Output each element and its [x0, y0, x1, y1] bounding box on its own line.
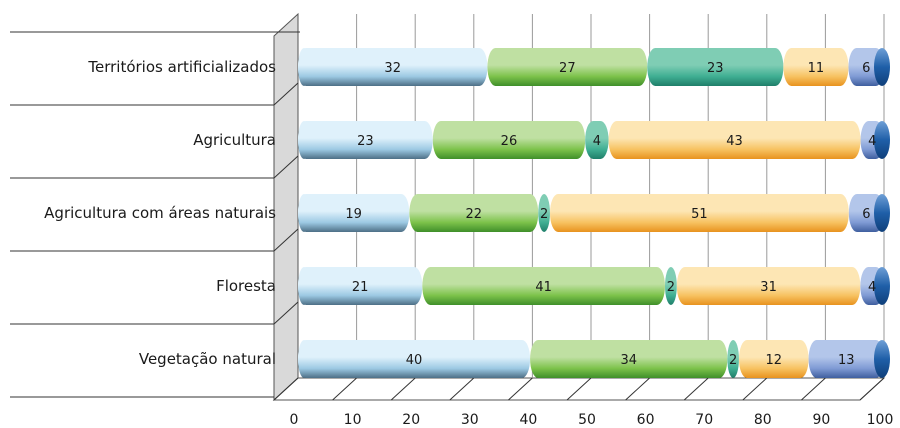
bar-start-cap: [298, 121, 310, 159]
x-tick-label: 80: [754, 412, 772, 428]
bar-segment: [664, 267, 677, 305]
bar-segment: [783, 48, 849, 86]
floor-gridline: [273, 377, 299, 401]
bar-segment: [549, 194, 849, 232]
data-label: 19: [345, 207, 362, 222]
bar-segment: [298, 194, 410, 232]
floor-gridline: [449, 377, 475, 401]
data-label: 13: [838, 353, 855, 368]
floor-gridline: [390, 377, 416, 401]
data-label: 4: [868, 134, 876, 149]
bar-segment: [432, 121, 586, 159]
x-tick-label: 0: [290, 412, 299, 428]
data-label: 2: [667, 280, 675, 295]
bar-end-cap: [874, 267, 890, 305]
category-labels: Territórios artificializados Agricultura A…: [44, 58, 276, 368]
separator-diagonal: [273, 155, 299, 179]
bar-segment: [808, 340, 884, 378]
data-label: 23: [707, 61, 724, 76]
floor-gridline: [742, 377, 768, 401]
data-label: 40: [406, 353, 423, 368]
bar-start-cap: [298, 340, 310, 378]
data-label: 23: [357, 134, 374, 149]
floor-gridline: [332, 377, 357, 401]
bar-segment: [409, 194, 539, 232]
x-tick-label: 40: [519, 412, 537, 428]
category-label: Agricultura: [193, 131, 276, 149]
category-label: Agricultura com áreas naturais: [44, 204, 276, 222]
data-label: 6: [862, 61, 870, 76]
bar-end-cap: [874, 121, 890, 159]
bar-segment: [538, 194, 550, 232]
bar-segment: [298, 267, 423, 305]
bar-end-cap: [874, 340, 890, 378]
bar-segment: [727, 340, 739, 378]
bar-start-cap: [298, 267, 310, 305]
side-wall: [273, 12, 299, 402]
chart-background: [272, 12, 886, 402]
separator-diagonal: [273, 228, 299, 252]
bar-segment: [647, 48, 784, 86]
data-label: 12: [765, 353, 782, 368]
bar-segment: [298, 121, 433, 159]
bar-start-cap: [298, 194, 310, 232]
floor-gridline: [625, 377, 650, 401]
bar-segment: [738, 340, 809, 378]
x-tick-label: 20: [402, 412, 420, 428]
data-label: 27: [559, 61, 576, 76]
x-tick-label: 50: [578, 412, 596, 428]
data-label: 6: [862, 207, 870, 222]
data-label: 34: [620, 353, 637, 368]
floor-gridline: [801, 377, 826, 401]
data-label: 2: [729, 353, 737, 368]
bar-segment: [676, 267, 861, 305]
bar-end-cap: [874, 194, 890, 232]
floor-gridline: [566, 377, 592, 401]
data-label: 2: [540, 207, 548, 222]
category-label: Vegetação natural: [139, 350, 276, 368]
bar-segment: [530, 340, 728, 378]
data-label: 51: [691, 207, 708, 222]
data-label: 22: [466, 207, 483, 222]
data-label: 26: [501, 134, 518, 149]
x-tick-label: 90: [812, 412, 830, 428]
bar-end-cap: [874, 48, 890, 86]
x-tick-label: 70: [695, 412, 713, 428]
data-label: 31: [760, 280, 777, 295]
category-label: Floresta: [216, 277, 276, 295]
data-label: 41: [535, 280, 552, 295]
x-tick-label: 10: [344, 412, 362, 428]
data-label: 11: [808, 61, 825, 76]
data-label: 4: [868, 280, 876, 295]
category-separators: [10, 31, 300, 398]
data-label: 21: [352, 280, 369, 295]
x-tick-label: 60: [637, 412, 655, 428]
data-label: 43: [726, 134, 743, 149]
x-axis-ticks: 0 10 20 30 40 50 60 70 80 90 100: [290, 412, 894, 428]
bar-segment: [487, 48, 648, 86]
data-label: 4: [593, 134, 601, 149]
separator-diagonal: [273, 301, 299, 325]
bar-start-cap: [298, 48, 310, 86]
bar-segment: [298, 48, 488, 86]
data-label: 32: [384, 61, 401, 76]
x-tick-label: 100: [867, 412, 894, 428]
floor-gridline: [508, 377, 533, 401]
bars: 32 27 23 11 623 26 4 43 419 22 2 51 621 41 2 31 440 34 2 12…: [298, 48, 890, 378]
floor-gridline: [683, 377, 709, 401]
bar-segment: [585, 121, 609, 159]
bar-segment: [298, 340, 531, 378]
bar-segment: [422, 267, 665, 305]
separator-diagonal: [273, 82, 299, 106]
category-label: Territórios artificializados: [87, 58, 276, 76]
bar-segment: [608, 121, 861, 159]
x-tick-label: 30: [461, 412, 479, 428]
floor-gridline: [859, 377, 885, 401]
